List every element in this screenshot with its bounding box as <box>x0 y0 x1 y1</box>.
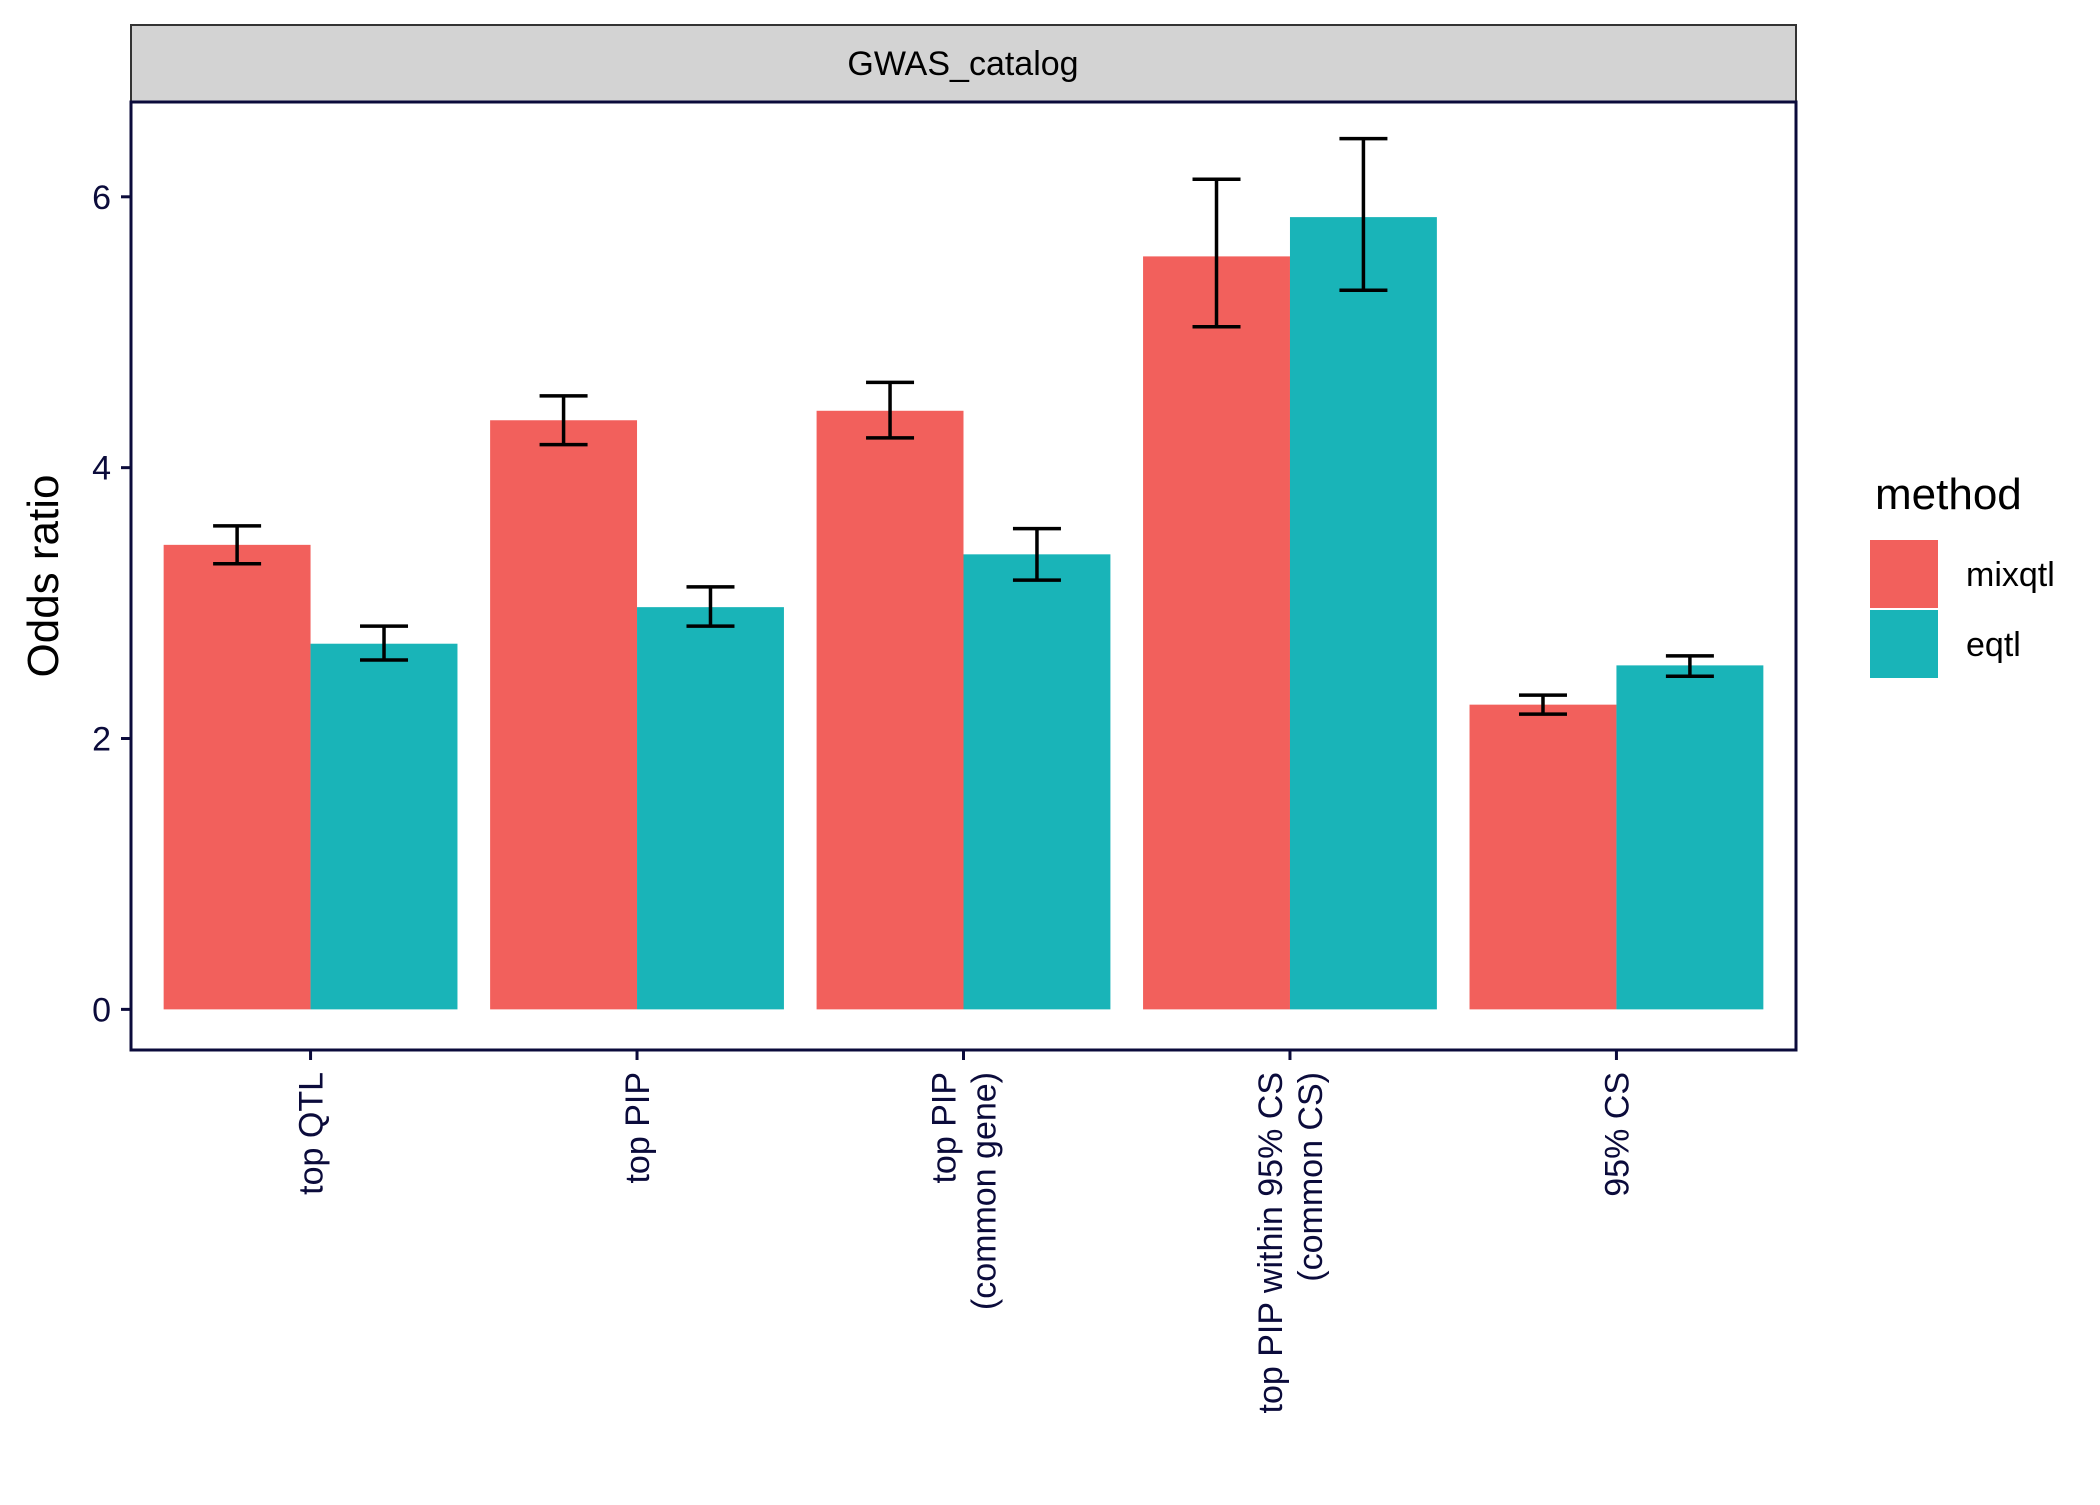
bar-mixqtl-1 <box>163 544 311 1010</box>
x-tick-label-5: 95% CS <box>1598 1072 1636 1197</box>
x-tick-label-3: top PIP (common gene) <box>926 1072 1004 1310</box>
legend-title: method <box>1875 470 2022 519</box>
bar-eqtl-4 <box>1289 217 1437 1010</box>
errorbar-mixqtl-3 <box>866 380 915 440</box>
y-tick-label-4: 4 <box>92 450 111 488</box>
x-tick-label-1: top QTL <box>293 1072 331 1195</box>
bar-eqtl-2 <box>637 607 784 1010</box>
x-tick-label-line: top PIP within 95% CS <box>1252 1072 1290 1413</box>
errorbar-mixqtl-5 <box>1518 693 1567 716</box>
errorbar-mixqtl-1 <box>213 524 262 566</box>
x-tick-label-line: top PIP <box>926 1072 964 1184</box>
legend-label-mixqtl: mixqtl <box>1966 556 2055 594</box>
x-tick-label-line: 95% CS <box>1598 1072 1636 1197</box>
errorbar-eqtl-2 <box>686 585 735 628</box>
errorbar-eqtl-4 <box>1339 136 1388 292</box>
bar-mixqtl-2 <box>490 420 638 1010</box>
bar-mixqtl-5 <box>1469 704 1617 1010</box>
errorbar-eqtl-5 <box>1665 654 1714 678</box>
x-tick-label-line: (common CS) <box>1292 1072 1330 1282</box>
x-tick-label-4: top PIP within 95% CS (common CS) <box>1252 1072 1330 1413</box>
x-tick-label-2: top PIP <box>619 1072 657 1184</box>
errorbar-eqtl-1 <box>360 624 409 662</box>
facet-strip <box>130 24 1797 103</box>
legend-swatch-eqtl <box>1870 610 1938 678</box>
y-axis-title: Odds ratio <box>19 475 68 678</box>
legend-items: mixqtl eqtl <box>1870 540 2055 678</box>
y-tick-label-6: 6 <box>92 179 111 217</box>
bar-mixqtl-4 <box>1143 256 1290 1010</box>
x-tick-label-line: top QTL <box>293 1072 331 1195</box>
y-tick-label-2: 2 <box>92 721 111 759</box>
bar-eqtl-1 <box>310 643 458 1010</box>
x-axis: top QTL top PIP top PIP (common gene) top PI… <box>293 1050 1636 1413</box>
legend-label-eqtl: eqtl <box>1966 626 2021 664</box>
legend-swatch-mixqtl <box>1870 540 1938 608</box>
errorbars-layer <box>213 136 1714 716</box>
errorbar-mixqtl-2 <box>539 394 588 447</box>
x-tick-label-line: top PIP <box>619 1072 657 1184</box>
bars-layer <box>163 217 1764 1010</box>
errorbar-eqtl-3 <box>1012 526 1061 582</box>
bar-eqtl-5 <box>1616 665 1764 1010</box>
bar-mixqtl-3 <box>816 410 964 1010</box>
y-tick-label-0: 0 <box>92 991 111 1029</box>
facet-strip-label: GWAS_catalog <box>847 45 1078 83</box>
bar-eqtl-3 <box>963 554 1111 1010</box>
legend: method mixqtl eqtl <box>1870 470 2055 678</box>
y-axis: 0 2 4 6 <box>92 179 131 1029</box>
errorbar-mixqtl-4 <box>1192 177 1241 329</box>
x-tick-label-line: (common gene) <box>966 1072 1004 1310</box>
